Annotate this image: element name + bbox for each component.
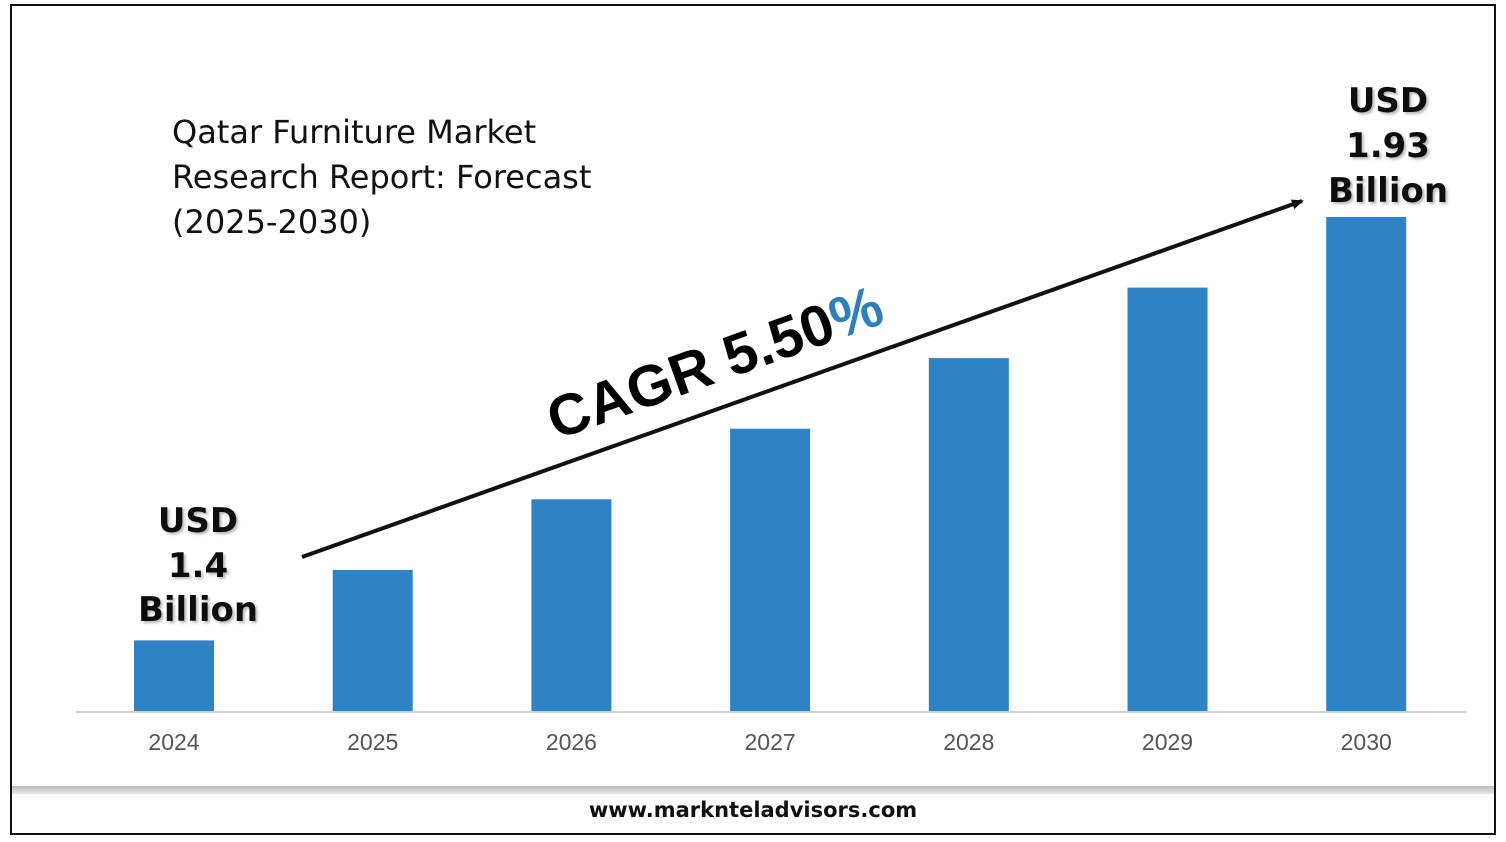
- end-value-callout: USD 1.93 Billion: [1328, 81, 1448, 211]
- chart-title: Qatar Furniture Market Research Report: …: [172, 113, 592, 241]
- bar-2029: [1127, 287, 1208, 711]
- footer-divider: [12, 786, 1494, 794]
- bar-2027: [730, 428, 811, 711]
- bar-2030: [1326, 217, 1407, 711]
- cagr-trend-arrow: [301, 199, 1304, 559]
- bar-2028: [928, 358, 1009, 711]
- start-callout-line1: USD: [158, 501, 238, 541]
- start-callout-line2: 1.4: [168, 546, 228, 586]
- end-callout-line3: Billion: [1328, 171, 1448, 211]
- x-tick-label-2025: 2025: [347, 729, 398, 755]
- start-callout-line3: Billion: [138, 590, 258, 630]
- bars-group: [134, 217, 1407, 711]
- cagr-label: CAGR 5.50%: [539, 273, 892, 452]
- x-tick-label-2027: 2027: [745, 729, 796, 755]
- x-tick-label-2026: 2026: [546, 729, 597, 755]
- x-tick-label-2024: 2024: [148, 729, 199, 755]
- start-value-callout: USD 1.4 Billion: [138, 501, 258, 630]
- bar-2024: [134, 640, 214, 711]
- end-callout-line1: USD: [1348, 81, 1428, 121]
- cagr-label-prefix: CAGR 5.50: [539, 290, 843, 452]
- end-callout-line2: 1.93: [1346, 126, 1430, 166]
- x-tick-label-2030: 2030: [1341, 729, 1392, 755]
- bar-2026: [531, 499, 612, 711]
- x-tick-labels: 2024 2025 2026 2027 2028 2029 2030: [148, 729, 1391, 755]
- x-tick-label-2029: 2029: [1142, 729, 1193, 755]
- footer-website-link[interactable]: www.marknteladvisors.com: [588, 798, 918, 822]
- bar-2025: [332, 569, 413, 711]
- x-tick-label-2028: 2028: [943, 729, 994, 755]
